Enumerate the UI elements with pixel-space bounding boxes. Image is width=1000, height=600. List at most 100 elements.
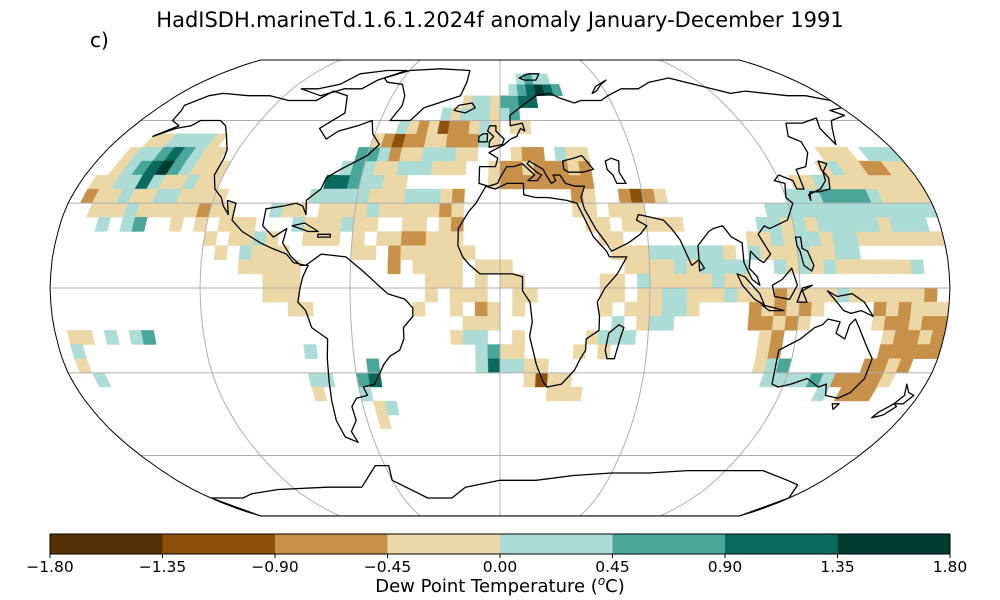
anomaly-cell [475,344,489,359]
anomaly-cell [711,287,726,303]
anomaly-cell [785,301,800,317]
anomaly-cell [796,316,812,331]
anomaly-cell [327,217,343,232]
anomaly-cell [424,287,438,303]
coastline [771,267,799,300]
anomaly-cell [393,174,409,190]
anomaly-cell [922,301,938,317]
anomaly-cell [522,174,536,190]
anomaly-cell [724,287,738,303]
anomaly-cell [649,259,663,275]
anomaly-cell [523,358,537,373]
anomaly-cell [722,245,737,260]
anomaly-cell [449,301,463,317]
anomaly-cell [624,259,638,275]
colorbar-tick: −1.80 [26,558,74,576]
anomaly-cell [387,245,402,260]
anomaly-cell [674,287,688,303]
anomaly-cell [480,95,492,108]
colorbar-ticks: −1.80 −1.35 −0.90 −0.45 0.00 0.45 0.90 1… [0,558,1000,580]
anomaly-cell [736,259,750,275]
anomaly-cell [897,259,913,275]
anomaly-cells [66,73,950,429]
anomaly-cell [262,287,276,303]
anomaly-cell [508,95,520,108]
anomaly-cell [511,358,525,373]
anomaly-cell [490,95,501,108]
anomaly-cell [686,301,700,317]
anomaly-cell [467,133,480,148]
colorbar-bin [387,534,501,554]
anomaly-cell [488,160,501,176]
anomaly-cell [403,188,418,204]
coastline [893,383,915,405]
anomaly-cell [635,245,650,260]
anomaly-cell [471,95,483,108]
coastline [317,233,331,238]
anomaly-cell [535,358,549,373]
anomaly-cell [499,174,513,190]
anomaly-cell [637,287,651,303]
anomaly-cell [848,259,863,275]
anomaly-cell [384,400,400,416]
anomaly-cell [388,231,403,246]
anomaly-cell [512,301,526,317]
anomaly-cell [462,316,476,331]
anomaly-cell [241,217,258,232]
anomaly-cell [510,147,523,162]
anomaly-cell [648,316,662,331]
coastline [871,403,898,419]
colorbar-tick: 0.45 [595,558,630,576]
coastline [210,464,799,516]
anomaly-cell [437,245,451,260]
anomaly-cell [519,120,532,134]
anomaly-cell [461,95,474,108]
anomaly-cell [759,316,774,331]
anomaly-cell [468,120,481,134]
anomaly-cell [413,217,428,232]
coastline [796,284,814,303]
anomaly-cell [350,245,365,260]
coastline [831,403,840,411]
anomaly-cell [70,344,87,359]
anomaly-cell [131,217,148,232]
anomaly-cell [378,203,393,218]
anomaly-cell [450,231,464,246]
anomaly-cell [697,245,712,260]
anomaly-cell [872,259,888,275]
anomaly-cell [810,386,831,402]
coastline [478,77,846,286]
anomaly-cell [426,203,441,218]
anomaly-cell [364,217,379,232]
anomaly-cell [757,330,773,345]
anomaly-cell [445,133,459,148]
anomaly-cell [897,301,913,317]
anomaly-cell [474,287,488,303]
anomaly-cell [352,217,367,232]
anomaly-cell [140,330,157,345]
coastline [152,90,381,267]
anomaly-cell [401,217,416,232]
anomaly-cell [736,287,751,303]
anomaly-cell [511,174,524,190]
colorbar-bin [725,534,838,554]
anomaly-cell [400,245,414,260]
anomaly-cell [611,316,625,331]
anomaly-cell [326,231,341,246]
anomaly-cell [661,287,676,303]
coastline [300,69,408,97]
anomaly-cell [724,273,738,289]
anomaly-cell [674,273,688,289]
anomaly-cell [599,301,613,317]
anomaly-cell [451,203,465,218]
anomaly-cell [413,231,427,246]
anomaly-cell [619,203,635,218]
anomaly-cell [610,231,624,246]
anomaly-cell [769,231,785,246]
coastlines [152,68,915,516]
anomaly-cell [400,231,415,246]
anomaly-cell [624,301,638,317]
anomaly-cell [686,259,700,275]
anomaly-cell [314,231,329,246]
anomaly-cell [673,259,688,275]
